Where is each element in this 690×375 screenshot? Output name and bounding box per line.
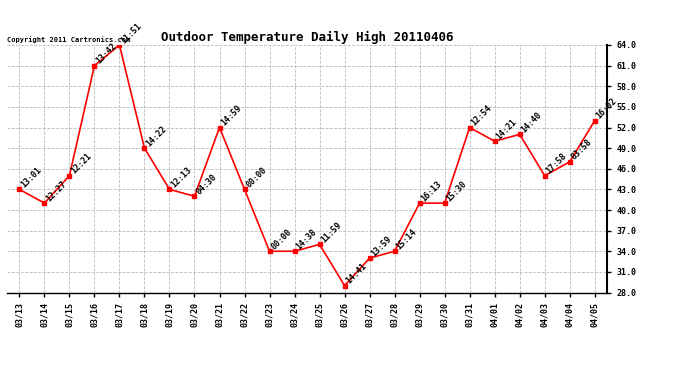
Text: 00:00: 00:00 [244, 165, 268, 189]
Text: 14:59: 14:59 [219, 104, 244, 128]
Text: 16:13: 16:13 [420, 179, 444, 203]
Text: 17:58: 17:58 [544, 152, 569, 176]
Text: 00:00: 00:00 [270, 227, 293, 251]
Text: 14:38: 14:38 [295, 227, 319, 251]
Title: Outdoor Temperature Daily High 20110406: Outdoor Temperature Daily High 20110406 [161, 31, 453, 44]
Text: 13:59: 13:59 [370, 234, 393, 258]
Text: 15:14: 15:14 [395, 227, 419, 251]
Text: 13:01: 13:01 [19, 165, 43, 189]
Text: 16:02: 16:02 [595, 97, 619, 121]
Text: 14:21: 14:21 [495, 117, 519, 141]
Text: 12:27: 12:27 [44, 179, 68, 203]
Text: 12:54: 12:54 [470, 104, 493, 128]
Text: 15:30: 15:30 [444, 179, 469, 203]
Text: 14:22: 14:22 [144, 124, 168, 148]
Text: 11:59: 11:59 [319, 220, 344, 245]
Text: 12:21: 12:21 [70, 152, 93, 176]
Text: 14:40: 14:40 [520, 110, 544, 134]
Text: 11:51: 11:51 [119, 21, 144, 45]
Text: 12:13: 12:13 [170, 165, 193, 189]
Text: 14:41: 14:41 [344, 262, 368, 286]
Text: 03:58: 03:58 [570, 138, 593, 162]
Text: 04:30: 04:30 [195, 172, 219, 196]
Text: 13:42: 13:42 [95, 42, 119, 66]
Text: Copyright 2011 Cartronics.com: Copyright 2011 Cartronics.com [7, 36, 130, 42]
